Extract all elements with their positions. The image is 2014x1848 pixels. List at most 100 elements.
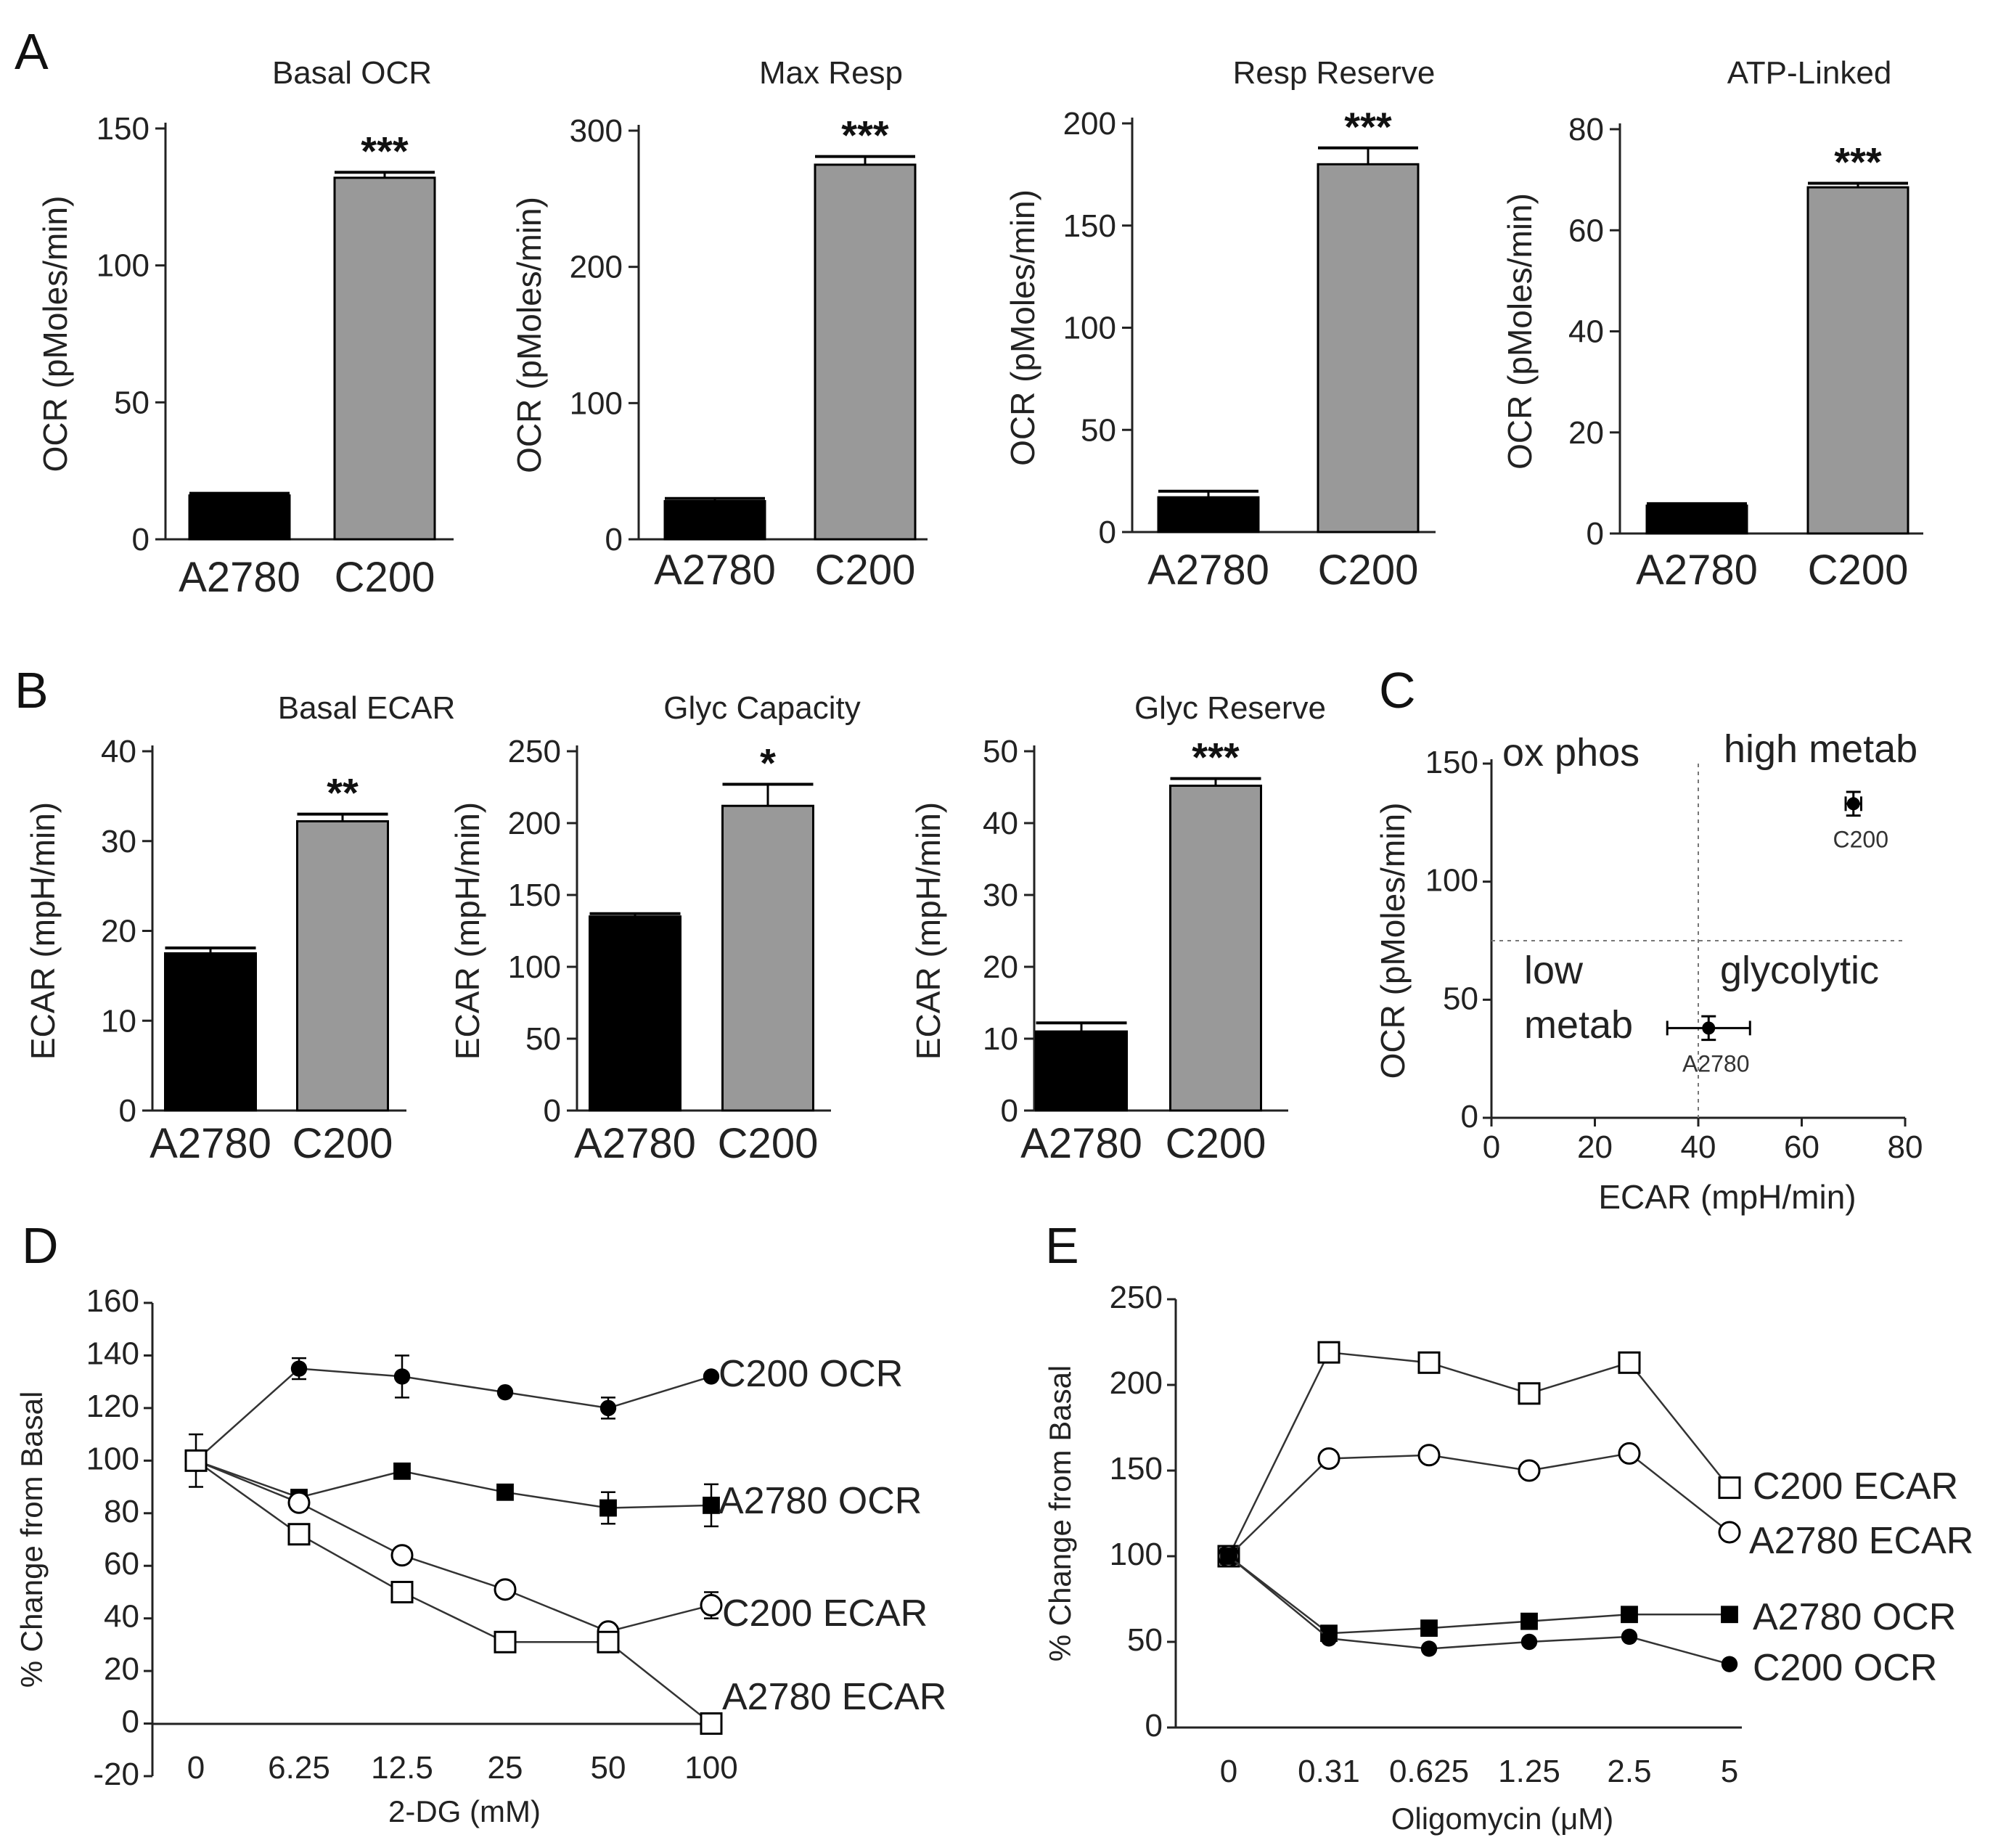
significance-stars: *** bbox=[1344, 104, 1392, 150]
y-tick-label: 100 bbox=[1063, 311, 1116, 346]
point-c200-ecar bbox=[390, 1544, 414, 1567]
y-tick-label: 150 bbox=[97, 111, 150, 147]
y-tick-label: 300 bbox=[570, 113, 623, 149]
point-a2780-ecar bbox=[1317, 1447, 1340, 1470]
y-tick-label: 10 bbox=[101, 1003, 136, 1039]
y-tick-label: 0 bbox=[1099, 515, 1116, 550]
point-c200-ocr bbox=[599, 1399, 617, 1417]
y-tick-label: 20 bbox=[1568, 415, 1604, 451]
series-label-a2780-ecar: A2780 ECAR bbox=[722, 1676, 946, 1718]
x-tick-label: 1.25 bbox=[1498, 1754, 1560, 1789]
y-axis-label: % Change from Basal bbox=[1043, 1365, 1077, 1662]
y-tick-label: 30 bbox=[101, 824, 136, 859]
y-axis-label: OCR (pMoles/min) bbox=[1004, 189, 1041, 466]
y-tick-label: 0 bbox=[544, 1093, 561, 1129]
point-label-c200: C200 bbox=[1833, 826, 1889, 852]
bar-c200 bbox=[333, 176, 436, 541]
y-tick-label: 50 bbox=[1081, 412, 1116, 448]
y-tick-label: 100 bbox=[1110, 1537, 1163, 1572]
bar-c200 bbox=[721, 804, 814, 1112]
point-c200 bbox=[1846, 797, 1860, 811]
chart-2dg-dose-response: -20 0 20 40 60 80 100 120 140 160 0 6.25 12.5 25 50 100… bbox=[15, 1283, 946, 1828]
series-label-a2780-ocr: A2780 OCR bbox=[719, 1480, 922, 1522]
point-a2780-ocr bbox=[1721, 1606, 1738, 1624]
chart-title: Basal ECAR bbox=[278, 690, 456, 726]
x-tick-label: 40 bbox=[1681, 1129, 1716, 1165]
point-c200-ocr bbox=[1220, 1548, 1237, 1565]
point-a2780-ecar bbox=[287, 1523, 311, 1546]
point-a2780-ocr bbox=[1621, 1606, 1638, 1624]
y-axis-label: OCR (pMoles/min) bbox=[36, 196, 74, 473]
chart-metabolic-phenotype: 0 50 100 150 0 20 40 60 80 ox phos high metab low me… bbox=[1374, 727, 1923, 1216]
point-c200-ocr bbox=[1420, 1640, 1438, 1657]
point-c200-ocr bbox=[393, 1368, 411, 1385]
point-a2780-ocr bbox=[1520, 1612, 1538, 1630]
point-a2780-ecar bbox=[184, 1449, 208, 1472]
category-label-c200: C200 bbox=[1318, 547, 1419, 594]
y-tick-label: 30 bbox=[983, 878, 1018, 913]
point-c200-ecar bbox=[700, 1594, 723, 1617]
y-tick-label: 80 bbox=[104, 1494, 139, 1529]
x-tick-label: 50 bbox=[591, 1750, 626, 1786]
chart-title: Glyc Capacity bbox=[663, 690, 860, 726]
y-tick-label: 60 bbox=[104, 1546, 139, 1582]
chart-title: Max Resp bbox=[759, 55, 903, 91]
series-line-c200-ecar bbox=[1227, 1351, 1730, 1557]
point-a2780-ocr bbox=[599, 1499, 617, 1517]
y-tick-label: 40 bbox=[104, 1599, 139, 1635]
x-tick-label: 0 bbox=[1483, 1129, 1500, 1165]
significance-stars: *** bbox=[841, 113, 889, 158]
significance-stars: *** bbox=[1834, 139, 1882, 184]
series-line-a2780-ecar bbox=[195, 1460, 712, 1725]
y-tick-label: 100 bbox=[97, 248, 150, 284]
y-tick-label: 200 bbox=[508, 806, 561, 841]
x-tick-label: 0 bbox=[1220, 1754, 1237, 1789]
series-label-a2780-ocr: A2780 OCR bbox=[1753, 1596, 1956, 1638]
bar-a2780 bbox=[1645, 504, 1748, 535]
bar-a2780 bbox=[1035, 1030, 1128, 1112]
x-tick-label: 2.5 bbox=[1607, 1754, 1651, 1789]
series-line-a2780-ocr bbox=[195, 1460, 712, 1509]
y-tick-label: 20 bbox=[101, 914, 136, 949]
y-axis-label: ECAR (mpH/min) bbox=[449, 802, 486, 1060]
y-tick-label: 150 bbox=[1063, 208, 1116, 244]
point-a2780-ecar bbox=[1618, 1442, 1641, 1465]
bar-a2780 bbox=[663, 499, 766, 541]
y-tick-label: 0 bbox=[119, 1093, 136, 1129]
category-label-a2780: A2780 bbox=[1636, 547, 1758, 594]
category-label-c200: C200 bbox=[335, 554, 435, 601]
category-label-a2780: A2780 bbox=[574, 1120, 696, 1167]
point-c200-ecar bbox=[494, 1578, 517, 1601]
point-c200-ecar bbox=[1618, 1351, 1641, 1374]
y-axis-label: ECAR (mpH/min) bbox=[24, 802, 62, 1060]
y-tick-label: 0 bbox=[605, 522, 623, 557]
significance-stars: *** bbox=[361, 128, 409, 173]
point-a2780 bbox=[1702, 1021, 1716, 1035]
chart-title: ATP-Linked bbox=[1727, 55, 1892, 91]
bar-c200 bbox=[1169, 785, 1262, 1112]
point-c200-ecar bbox=[1417, 1351, 1441, 1374]
chart-atp-linked: ATP-Linked OCR (pMoles/min) 0 20 40 60 80 A2780… bbox=[1501, 55, 1923, 594]
series-line-c200-ocr bbox=[1228, 1555, 1730, 1665]
chart-oligomycin-dose-response: 0 50 100 150 200 250 0 0.31 0.625 1.25 2.5 5 % Chang… bbox=[1043, 1280, 1973, 1836]
category-label-a2780: A2780 bbox=[1147, 547, 1269, 594]
point-c200-ocr bbox=[496, 1383, 514, 1401]
y-tick-label: 50 bbox=[114, 385, 150, 420]
bar-c200 bbox=[814, 163, 917, 541]
x-tick-label: 0 bbox=[187, 1750, 205, 1786]
y-axis-label: OCR (pMoles/min) bbox=[1501, 193, 1539, 470]
series-label-c200-ecar: C200 ECAR bbox=[1753, 1465, 1958, 1508]
bar-c200 bbox=[1317, 163, 1420, 533]
x-tick-label: 0.625 bbox=[1389, 1754, 1469, 1789]
quadrant-metab: metab bbox=[1524, 1003, 1633, 1047]
bar-a2780 bbox=[164, 952, 257, 1112]
series-line-a2780-ecar bbox=[1228, 1452, 1730, 1557]
y-tick-label: 150 bbox=[508, 878, 561, 913]
y-tick-label: 250 bbox=[508, 734, 561, 769]
series-label-a2780-ecar: A2780 ECAR bbox=[1749, 1520, 1973, 1562]
x-axis-label: 2-DG (mM) bbox=[388, 1794, 541, 1828]
chart-basal-ocr: Basal OCR OCR (pMoles/min) 0 50 100 150 A2780 C… bbox=[36, 55, 454, 601]
x-tick-label: 12.5 bbox=[371, 1750, 433, 1786]
point-c200-ocr bbox=[703, 1368, 720, 1385]
